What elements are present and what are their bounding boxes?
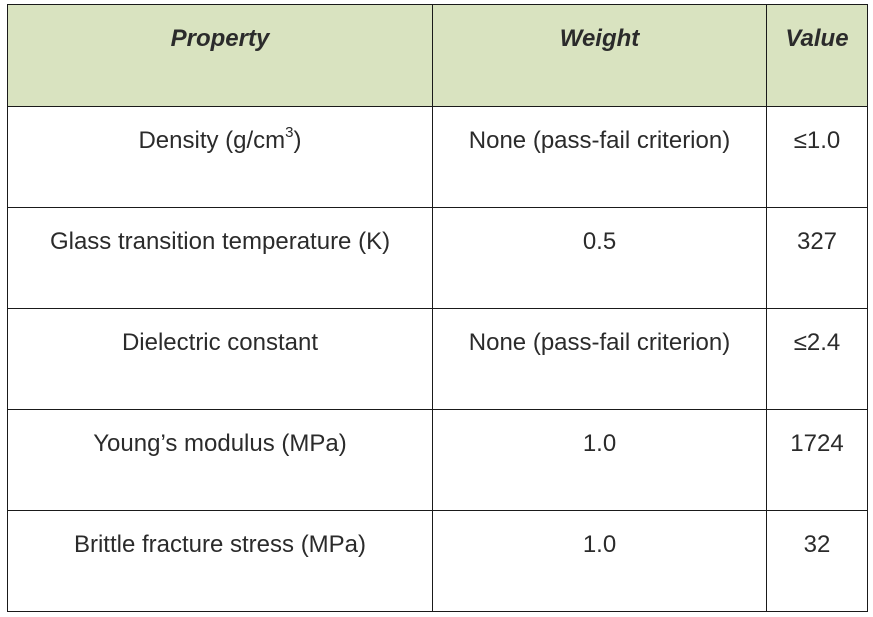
- cell-weight: 1.0: [432, 409, 767, 511]
- cell-property: Density (g/cm3): [7, 106, 433, 208]
- table-row: Brittle fracture stress (MPa) 1.0 32: [7, 510, 868, 612]
- table-row: Young’s modulus (MPa) 1.0 1724: [7, 409, 868, 511]
- cell-value: ≤2.4: [766, 308, 868, 410]
- cell-value: 1724: [766, 409, 868, 511]
- header-row: Property Weight Value: [7, 4, 868, 107]
- cell-weight: None (pass-fail criterion): [432, 308, 767, 410]
- cell-weight: 1.0: [432, 510, 767, 612]
- table-row: Glass transition temperature (K) 0.5 327: [7, 207, 868, 309]
- cell-property: Glass transition temperature (K): [7, 207, 433, 309]
- cell-value: ≤1.0: [766, 106, 868, 208]
- cell-property: Young’s modulus (MPa): [7, 409, 433, 511]
- cell-weight: 0.5: [432, 207, 767, 309]
- cell-value: 32: [766, 510, 868, 612]
- table-row: Density (g/cm3) None (pass-fail criterio…: [7, 106, 868, 208]
- cell-weight: None (pass-fail criterion): [432, 106, 767, 208]
- header-weight: Weight: [432, 4, 767, 107]
- property-table: Property Weight Value Density (g/cm3) No…: [7, 4, 868, 612]
- header-property: Property: [7, 4, 433, 107]
- cell-property: Brittle fracture stress (MPa): [7, 510, 433, 612]
- table-row: Dielectric constant None (pass-fail crit…: [7, 308, 868, 410]
- cell-value: 327: [766, 207, 868, 309]
- header-value: Value: [766, 4, 868, 107]
- cell-property: Dielectric constant: [7, 308, 433, 410]
